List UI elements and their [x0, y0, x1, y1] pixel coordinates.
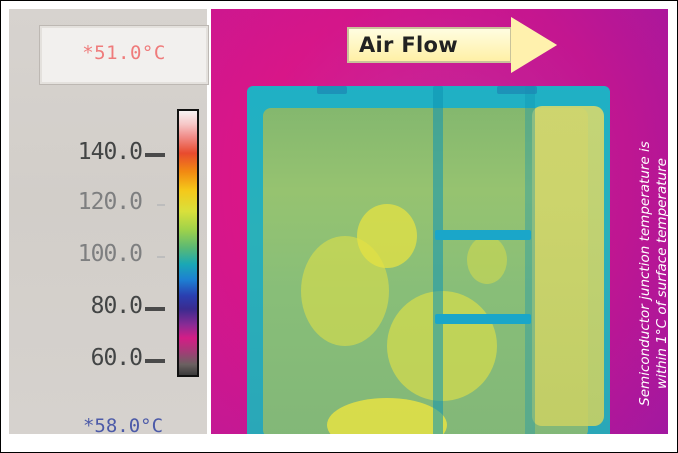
left-panel: *51.0°C 140.0 120.0 100.0 80.0 60.0 *58.… [9, 9, 209, 437]
tick-mark-100 [157, 256, 165, 258]
annotation-line-1: Semiconductor junction temperature is [637, 141, 653, 406]
tick-label-60: 60.0 [90, 345, 143, 371]
cool-stripe [433, 86, 443, 434]
heatsink-panel [247, 86, 610, 434]
tick-label-120: 120.0 [77, 189, 143, 215]
cool-spot [317, 86, 347, 94]
airflow-label: Air Flow [359, 33, 458, 57]
color-scale-bar [177, 109, 199, 377]
tick-140: 140.0 [49, 139, 169, 169]
hot-column-region [532, 106, 604, 426]
tick-label-80: 80.0 [90, 293, 143, 319]
thermal-image: Air Flow Semiconductor junction temperat… [211, 9, 668, 434]
min-temperature-label: *58.0°C [82, 415, 164, 437]
tick-mark-140 [145, 153, 165, 157]
tick-80: 80.0 [49, 293, 169, 323]
annotation-text: Semiconductor junction temperature is wi… [637, 121, 668, 426]
airflow-arrow-bar [347, 27, 512, 63]
tick-60: 60.0 [49, 345, 169, 375]
annotation-line-2: within 1°C of surface temperature [654, 158, 668, 389]
warm-region [357, 204, 417, 268]
max-temperature-label: *51.0°C [82, 42, 166, 64]
warm-region [467, 236, 507, 284]
cool-bar [435, 314, 531, 324]
tick-mark-80 [145, 307, 165, 311]
cool-bar [435, 230, 531, 240]
airflow-arrow-head [511, 17, 557, 73]
airflow-arrow: Air Flow [347, 17, 557, 73]
tick-mark-60 [145, 359, 165, 363]
max-temperature-box: *51.0°C [39, 25, 209, 85]
cool-stripe [525, 86, 535, 434]
tick-mark-120 [157, 204, 165, 206]
cool-spot [497, 86, 537, 94]
tick-label-140: 140.0 [77, 139, 143, 165]
annotation: Semiconductor junction temperature is wi… [613, 121, 668, 426]
hot-region-bottom [327, 398, 447, 434]
tick-100: 100.0 [49, 241, 169, 271]
min-temperature-box: *58.0°C [39, 404, 207, 449]
tick-label-100: 100.0 [77, 241, 143, 267]
tick-120: 120.0 [49, 189, 169, 219]
